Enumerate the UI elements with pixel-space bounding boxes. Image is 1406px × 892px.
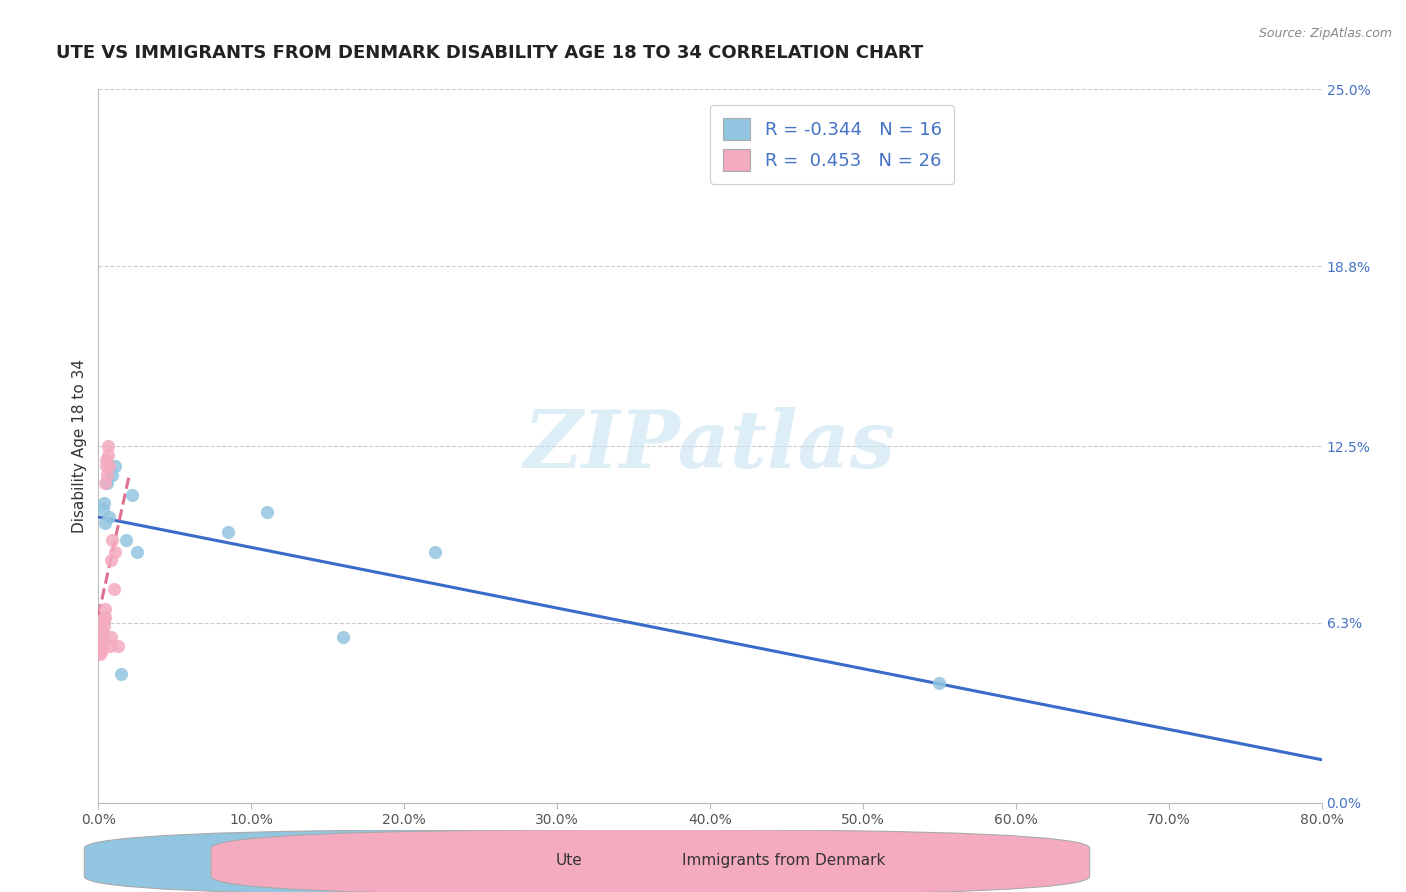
Point [98, 639, 121, 653]
Point [91, 630, 114, 644]
Point [104, 458, 127, 473]
Point [101, 533, 124, 548]
Point [91, 627, 114, 641]
Point [103, 582, 125, 596]
Point [100, 553, 122, 567]
Point [94, 458, 117, 473]
Point [94, 601, 117, 615]
Point [121, 487, 143, 501]
Point [90, 641, 112, 656]
Point [217, 524, 239, 539]
Point [91, 501, 114, 516]
Point [96, 467, 118, 482]
Point [100, 630, 122, 644]
Point [93, 610, 115, 624]
FancyBboxPatch shape [211, 830, 1090, 892]
Point [94, 476, 117, 491]
Point [98, 458, 121, 473]
Point [332, 630, 354, 644]
Y-axis label: Disability Age 18 to 34: Disability Age 18 to 34 [72, 359, 87, 533]
Point [97, 448, 120, 462]
Text: Ute: Ute [555, 854, 582, 868]
Text: Immigrants from Denmark: Immigrants from Denmark [682, 854, 886, 868]
Point [96, 453, 118, 467]
Legend: R = -0.344   N = 16, R =  0.453   N = 26: R = -0.344 N = 16, R = 0.453 N = 26 [710, 105, 955, 184]
Text: Source: ZipAtlas.com: Source: ZipAtlas.com [1258, 27, 1392, 40]
Point [97, 439, 120, 453]
Point [93, 516, 115, 530]
Point [89, 648, 111, 662]
FancyBboxPatch shape [84, 830, 963, 892]
Point [93, 619, 115, 633]
Point [104, 544, 127, 558]
Point [96, 476, 118, 491]
Text: ZIPatlas: ZIPatlas [524, 408, 896, 484]
Point [101, 467, 124, 482]
Text: UTE VS IMMIGRANTS FROM DENMARK DISABILITY AGE 18 TO 34 CORRELATION CHART: UTE VS IMMIGRANTS FROM DENMARK DISABILIT… [56, 45, 924, 62]
Point [91, 624, 114, 639]
Point [110, 667, 132, 681]
Point [125, 544, 148, 558]
Point [90, 636, 112, 650]
Point [928, 676, 950, 690]
Point [115, 533, 138, 548]
Point [93, 613, 115, 627]
Point [89, 639, 111, 653]
Point [93, 496, 115, 510]
Point [98, 510, 121, 524]
Point [256, 505, 278, 519]
Point [90, 644, 112, 658]
Point [107, 639, 129, 653]
Point [423, 544, 446, 558]
